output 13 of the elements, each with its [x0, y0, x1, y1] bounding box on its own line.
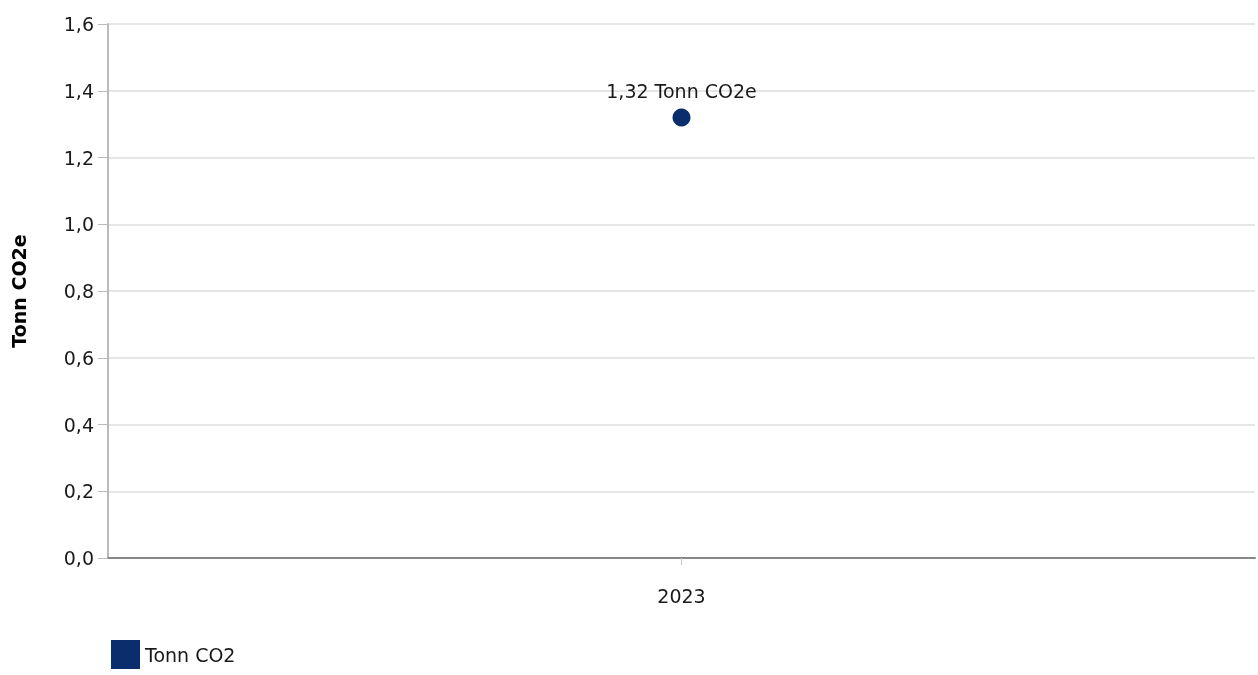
y-tick-label: 1,0 — [63, 213, 94, 236]
y-tick-label: 0,6 — [63, 346, 94, 369]
y-tick-label: 1,6 — [63, 13, 94, 35]
data-label: 1,32 Tonn CO2e — [606, 79, 757, 102]
y-tick-label: 0,8 — [63, 280, 94, 302]
y-axis-title: Tonn CO2e — [7, 234, 30, 348]
y-tick-label: 0,0 — [63, 547, 94, 569]
y-tick-label: 1,4 — [63, 79, 94, 102]
y-tick-label: 0,2 — [63, 480, 94, 503]
y-tick-label: 1,2 — [63, 146, 94, 169]
y-tick-label: 0,4 — [63, 413, 94, 436]
x-tick-label: 2023 — [657, 584, 706, 607]
legend-label: Tonn CO2 — [144, 643, 236, 666]
